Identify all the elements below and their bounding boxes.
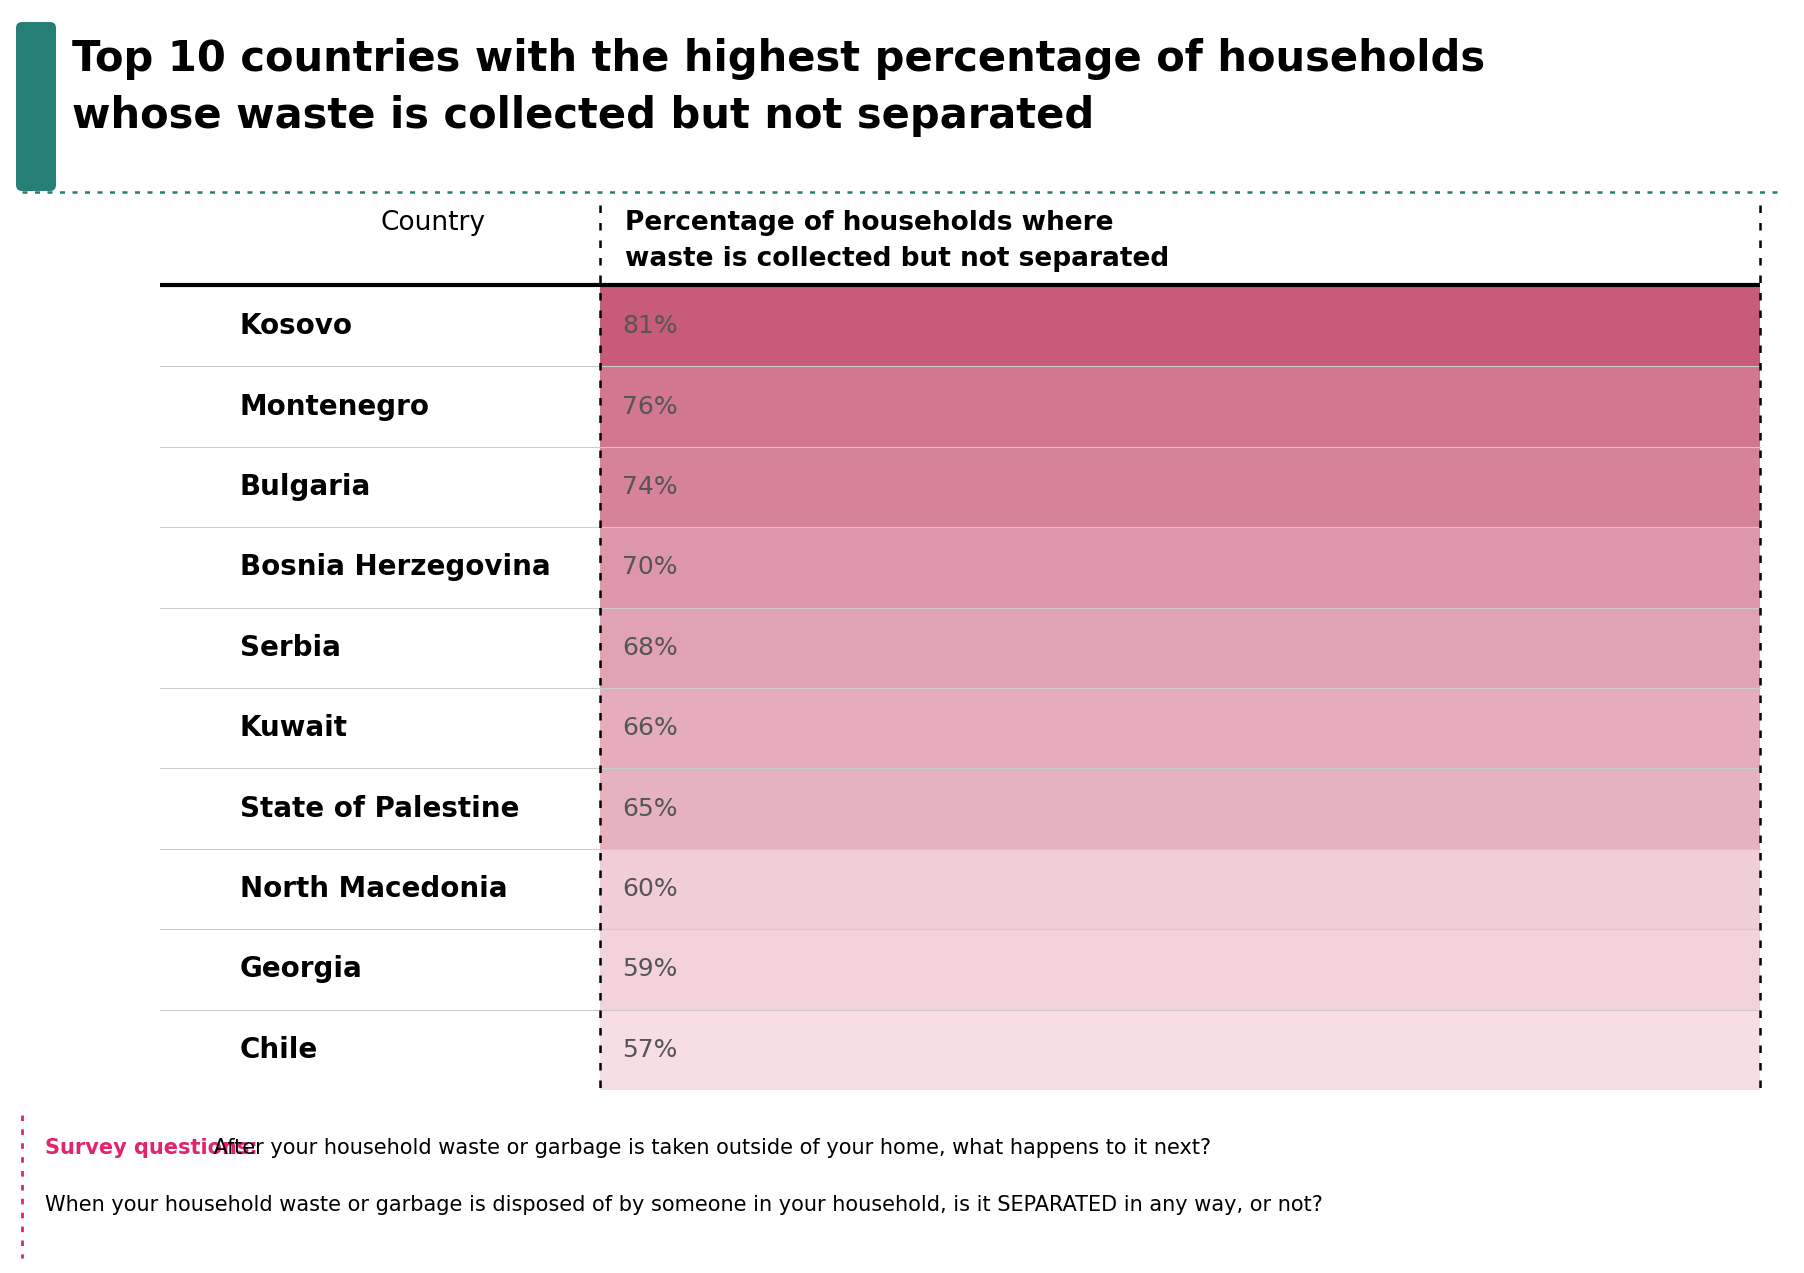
Text: 65%: 65% — [622, 797, 678, 821]
Bar — [161, 929, 601, 1009]
Bar — [601, 1009, 1761, 1090]
Text: Kuwait: Kuwait — [240, 714, 348, 742]
Text: 57%: 57% — [622, 1037, 676, 1062]
Text: Top 10 countries with the highest percentage of households: Top 10 countries with the highest percen… — [72, 38, 1485, 80]
Text: 68%: 68% — [622, 635, 678, 659]
Bar — [161, 687, 601, 769]
Text: Serbia: Serbia — [240, 634, 341, 662]
Bar — [161, 447, 601, 527]
Text: 66%: 66% — [622, 717, 678, 740]
Text: 74%: 74% — [622, 475, 678, 499]
Text: After your household waste or garbage is taken outside of your home, what happen: After your household waste or garbage is… — [207, 1138, 1210, 1158]
Text: Bosnia Herzegovina: Bosnia Herzegovina — [240, 554, 550, 582]
Text: 60%: 60% — [622, 877, 678, 901]
Text: Kosovo: Kosovo — [240, 312, 354, 340]
Text: whose waste is collected but not separated: whose waste is collected but not separat… — [72, 95, 1095, 137]
Bar — [601, 849, 1761, 929]
Bar — [601, 447, 1761, 527]
Text: Chile: Chile — [240, 1036, 318, 1064]
Bar — [601, 286, 1761, 367]
Bar — [601, 367, 1761, 447]
Text: Georgia: Georgia — [240, 956, 363, 984]
Bar — [161, 527, 601, 607]
Bar — [601, 527, 1761, 607]
Bar — [161, 849, 601, 929]
Bar — [161, 1009, 601, 1090]
Bar — [601, 929, 1761, 1009]
Text: Montenegro: Montenegro — [240, 392, 429, 420]
Bar — [161, 607, 601, 687]
FancyBboxPatch shape — [16, 22, 56, 191]
Text: When your household waste or garbage is disposed of by someone in your household: When your household waste or garbage is … — [45, 1195, 1322, 1214]
Text: 76%: 76% — [622, 395, 678, 419]
Text: Percentage of households where
waste is collected but not separated: Percentage of households where waste is … — [624, 210, 1169, 272]
Bar — [161, 769, 601, 849]
Text: Country: Country — [381, 210, 485, 236]
Bar — [601, 687, 1761, 769]
Text: 81%: 81% — [622, 314, 678, 339]
Text: 70%: 70% — [622, 555, 678, 579]
Text: Survey questions:: Survey questions: — [45, 1138, 258, 1158]
Text: 59%: 59% — [622, 957, 676, 981]
Bar — [161, 286, 601, 367]
Text: Bulgaria: Bulgaria — [240, 474, 372, 502]
Text: North Macedonia: North Macedonia — [240, 875, 507, 903]
Text: State of Palestine: State of Palestine — [240, 794, 520, 822]
Bar — [601, 607, 1761, 687]
Bar — [161, 367, 601, 447]
Bar — [601, 769, 1761, 849]
